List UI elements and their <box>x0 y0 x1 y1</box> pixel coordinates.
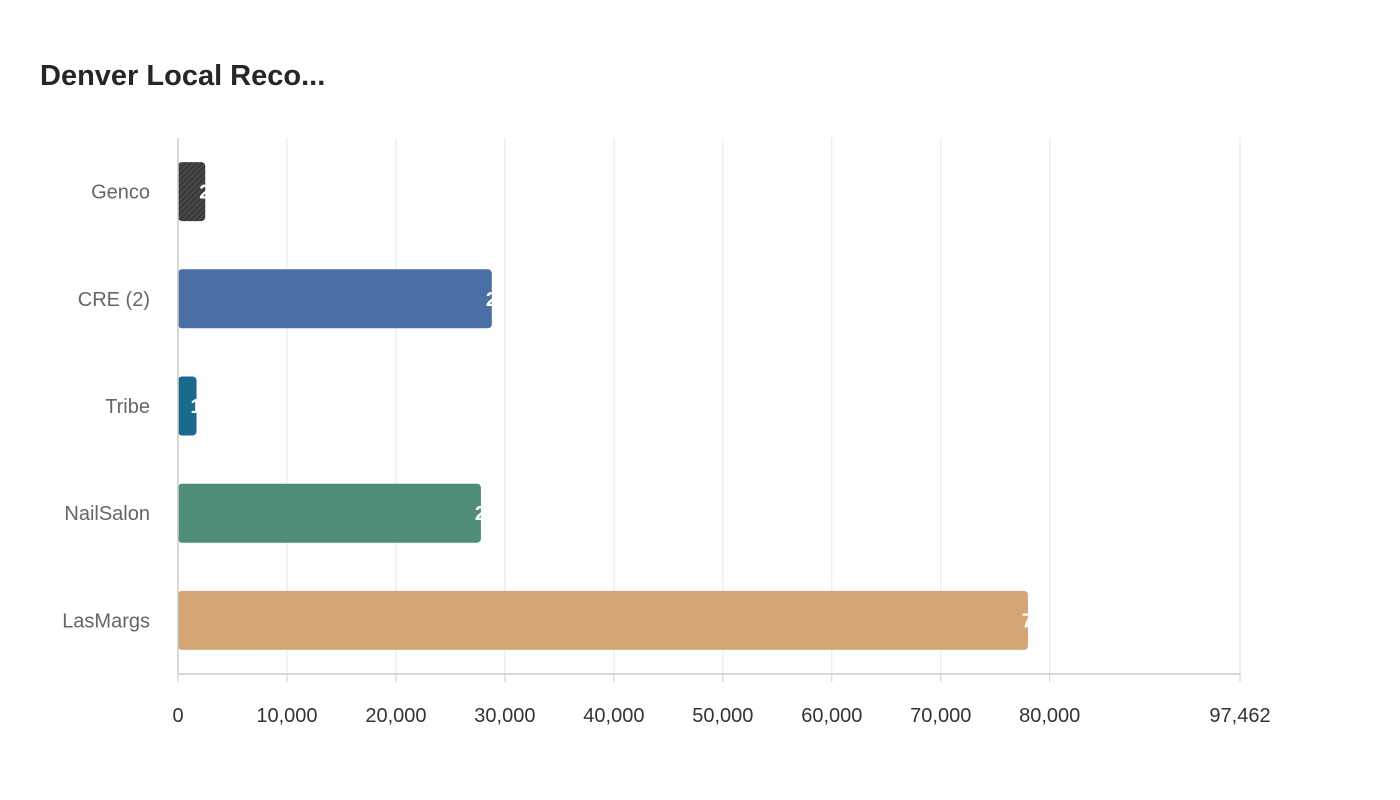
data-label: 1,700 <box>191 396 241 418</box>
x-tick-label: 30,000 <box>474 705 535 727</box>
category-label: NailSalon <box>64 503 150 525</box>
labels: 0 10,000 20,000 30,000 40,000 50,000 60,000 70,… <box>62 182 1270 727</box>
bars <box>178 162 1028 650</box>
category-label: LasMargs <box>62 610 150 632</box>
bar <box>178 162 206 222</box>
category-label: Tribe <box>105 396 150 418</box>
bar <box>178 269 492 329</box>
data-label: 27,800 <box>475 503 536 525</box>
x-tick-label: 20,000 <box>365 705 426 727</box>
data-label: 78,000 <box>1022 610 1083 632</box>
bar <box>178 483 481 543</box>
x-tick-label: 97,462 <box>1209 705 1270 727</box>
x-tick-label: 10,000 <box>256 705 317 727</box>
x-tick-label: 70,000 <box>910 705 971 727</box>
x-tick-label: 60,000 <box>801 705 862 727</box>
x-tick-label: 0 <box>172 705 183 727</box>
category-label: CRE (2) <box>78 289 150 311</box>
x-tick-label: 80,000 <box>1019 705 1080 727</box>
data-label: 2,500 <box>199 182 249 204</box>
chart-title: Denver Local Reco... <box>40 60 326 92</box>
category-label: Genco <box>91 182 150 204</box>
x-tick-label: 50,000 <box>692 705 753 727</box>
data-label: 28,800 <box>486 289 547 311</box>
axes <box>177 138 1241 682</box>
grid-lines <box>286 138 1241 674</box>
bar <box>178 590 1028 650</box>
bar <box>178 376 197 436</box>
x-tick-label: 40,000 <box>583 705 644 727</box>
